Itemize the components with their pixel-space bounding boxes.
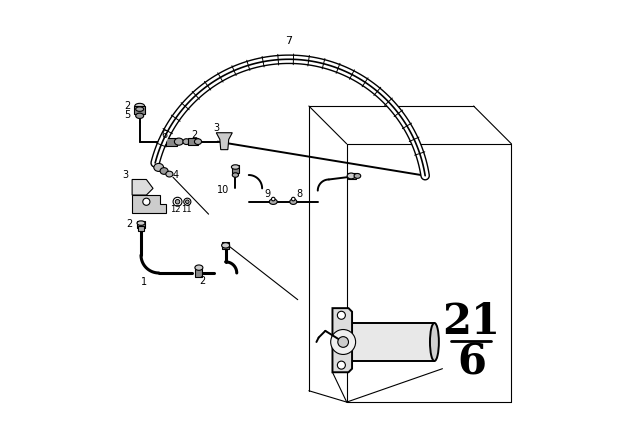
Text: 4: 4: [172, 170, 179, 180]
Bar: [188, 138, 198, 145]
Ellipse shape: [354, 173, 361, 178]
Circle shape: [175, 199, 180, 204]
Circle shape: [186, 200, 189, 203]
Text: 3: 3: [122, 170, 128, 180]
Ellipse shape: [136, 107, 144, 112]
Text: 5: 5: [125, 110, 131, 120]
Ellipse shape: [166, 171, 173, 177]
Polygon shape: [216, 133, 232, 150]
Circle shape: [143, 198, 150, 205]
Text: 21: 21: [442, 301, 500, 343]
Ellipse shape: [269, 199, 277, 204]
Circle shape: [338, 336, 349, 347]
Text: 7: 7: [285, 36, 292, 47]
Ellipse shape: [271, 197, 275, 201]
Bar: [137, 221, 145, 228]
Polygon shape: [332, 308, 352, 372]
Text: 3: 3: [213, 123, 220, 133]
Bar: [166, 138, 177, 146]
Text: 2: 2: [191, 130, 198, 140]
Ellipse shape: [430, 323, 439, 361]
Text: 12: 12: [170, 205, 180, 214]
Ellipse shape: [183, 139, 190, 145]
Polygon shape: [132, 180, 153, 195]
Circle shape: [337, 361, 346, 369]
Polygon shape: [132, 195, 166, 213]
Bar: [195, 269, 202, 277]
Ellipse shape: [175, 138, 183, 145]
Text: 1: 1: [141, 277, 147, 287]
Circle shape: [173, 197, 182, 206]
Ellipse shape: [232, 165, 239, 169]
Bar: [352, 323, 435, 361]
Bar: [348, 173, 356, 179]
Text: 9: 9: [265, 189, 271, 199]
Text: 11: 11: [181, 205, 192, 214]
Bar: [222, 242, 229, 250]
Ellipse shape: [154, 164, 164, 172]
Text: 2: 2: [126, 219, 132, 229]
Circle shape: [184, 198, 191, 205]
Text: 10: 10: [217, 185, 229, 195]
Circle shape: [331, 330, 356, 354]
Circle shape: [337, 311, 346, 319]
Text: 6: 6: [457, 341, 486, 383]
Bar: [134, 106, 145, 115]
Ellipse shape: [136, 113, 144, 118]
Ellipse shape: [290, 199, 297, 204]
Bar: [232, 165, 239, 173]
Ellipse shape: [221, 243, 230, 248]
Text: 6: 6: [161, 130, 167, 140]
Ellipse shape: [195, 139, 202, 145]
Ellipse shape: [347, 173, 355, 179]
Ellipse shape: [291, 197, 295, 201]
Ellipse shape: [137, 221, 145, 225]
Text: 2: 2: [199, 276, 205, 286]
Ellipse shape: [232, 173, 239, 177]
Text: 2: 2: [125, 101, 131, 111]
Ellipse shape: [135, 103, 145, 109]
Ellipse shape: [160, 168, 168, 174]
Ellipse shape: [195, 265, 203, 270]
Bar: [138, 226, 144, 231]
Ellipse shape: [158, 138, 167, 145]
Text: 8: 8: [296, 189, 303, 199]
